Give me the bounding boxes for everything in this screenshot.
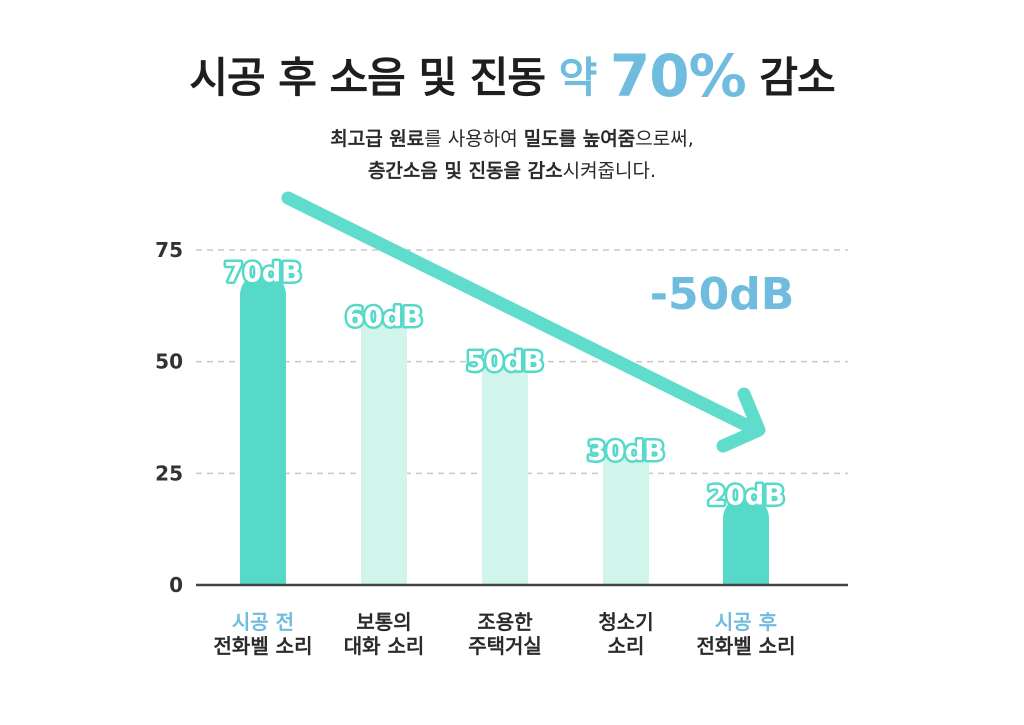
x-tick-label-line1: 보통의 bbox=[356, 610, 412, 634]
y-tick-label: 0 bbox=[169, 573, 183, 597]
data-label: 30dB bbox=[587, 436, 664, 467]
trend-arrow-head bbox=[716, 387, 766, 453]
page-title: 시공 후 소음 및 진동 약 70% 감소 bbox=[0, 42, 1024, 110]
subtitle-segment: 층간소음 및 진동을 감소 bbox=[367, 160, 563, 182]
y-tick-label: 25 bbox=[155, 461, 183, 485]
x-tick-label-line2: 주택거실 bbox=[468, 634, 542, 658]
x-tick-label-line2: 소리 bbox=[607, 634, 645, 658]
annotation-reduction: -50dB bbox=[650, 269, 795, 320]
subtitle-line-1: 최고급 원료를 사용하여 밀도를 높여줌으로써, bbox=[0, 124, 1024, 151]
bar bbox=[482, 361, 528, 585]
x-tick-label-line1: 시공 전 bbox=[231, 610, 295, 634]
x-tick-label-line1: 청소기 bbox=[598, 610, 654, 634]
x-tick-label-line1: 조용한 bbox=[477, 610, 533, 634]
subtitle-segment: 시켜줍니다. bbox=[562, 160, 657, 182]
x-tick-label: 조용한 주택거실 bbox=[435, 610, 575, 658]
data-label: 60dB bbox=[345, 302, 422, 333]
x-tick-label: 청소기 소리 bbox=[556, 610, 696, 658]
title-accent-word: 약 bbox=[558, 53, 610, 102]
bar bbox=[240, 272, 286, 585]
bar bbox=[603, 451, 649, 585]
x-tick-label-line2: 대화 소리 bbox=[343, 634, 425, 658]
subtitle-segment: 를 사용하여 bbox=[424, 128, 524, 150]
subtitle-segment: 으로써, bbox=[635, 128, 694, 150]
data-label: 70dB bbox=[224, 257, 301, 288]
title-accent-percent: 70% bbox=[609, 42, 747, 110]
y-tick-label: 75 bbox=[155, 238, 183, 262]
data-label: 50dB bbox=[466, 347, 543, 378]
x-tick-label-line1: 시공 후 bbox=[714, 610, 778, 634]
subtitle-segment: 최고급 원료 bbox=[330, 128, 425, 150]
x-tick-label: 시공 후 전화벨 소리 bbox=[676, 610, 816, 658]
title-suffix: 감소 bbox=[745, 53, 835, 102]
y-tick-label: 50 bbox=[155, 350, 183, 374]
trend-arrow-line bbox=[281, 191, 759, 435]
title-text: 시공 후 소음 및 진동 bbox=[189, 53, 559, 102]
x-tick-label: 시공 전 전화벨 소리 bbox=[193, 610, 333, 658]
bar bbox=[723, 495, 769, 585]
data-label: 20dB bbox=[707, 481, 784, 512]
x-tick-label-line2: 전화벨 소리 bbox=[213, 634, 313, 658]
x-tick-label-line2: 전화벨 소리 bbox=[696, 634, 796, 658]
subtitle-line-2: 층간소음 및 진동을 감소시켜줍니다. bbox=[0, 156, 1024, 183]
subtitle-segment: 밀도를 높여줌 bbox=[523, 128, 636, 150]
bar bbox=[361, 317, 407, 585]
x-tick-label: 보통의 대화 소리 bbox=[314, 610, 454, 658]
